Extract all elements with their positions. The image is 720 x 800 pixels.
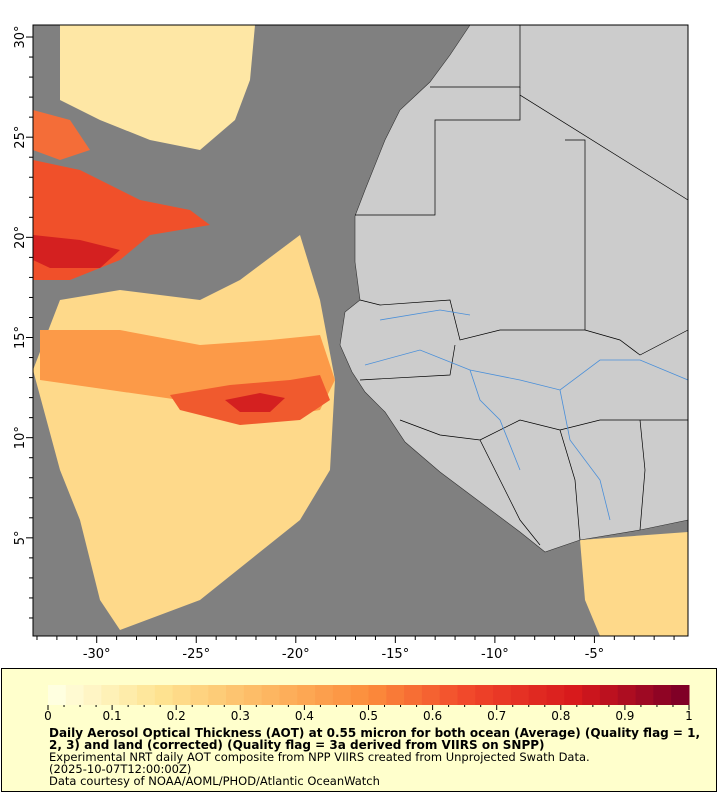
x-tick-label: -5° <box>585 647 604 662</box>
colorbar-segment <box>83 685 102 705</box>
x-tick-label: -30° <box>83 647 111 662</box>
colorbar-tick-label: 0 <box>44 709 52 723</box>
y-tick-label: 5° <box>13 530 28 545</box>
aot-swath-north <box>60 25 255 150</box>
colorbar-segment <box>528 685 548 705</box>
colorbar-segment <box>172 685 191 705</box>
colorbar-segment <box>582 685 601 705</box>
y-tick-label: 20° <box>13 226 28 249</box>
y-tick-label: 25° <box>13 126 28 149</box>
legend-title-line2: 2, 3) and land (corrected) (Quality flag… <box>49 738 545 752</box>
colorbar-tick-label: 0.1 <box>103 709 122 723</box>
legend-time: (2025-10-07T12:00:00Z) <box>49 762 192 776</box>
colorbar-segment <box>190 685 209 705</box>
map-frame <box>32 24 689 637</box>
colorbar-segment <box>261 685 280 705</box>
colorbar-segment <box>617 685 637 705</box>
colorbar-segment <box>137 685 156 705</box>
colorbar-tick-label: 0.9 <box>615 709 634 723</box>
colorbar-tick-label: 0.8 <box>551 709 570 723</box>
colorbar-segment <box>421 685 441 705</box>
x-tick-label: -20° <box>282 647 310 662</box>
legend-panel: 0 0.1 0.2 0.3 0.4 0.5 0.6 0.7 0.8 0.9 1 Daily Aero… <box>1 668 717 792</box>
colorbar-segment <box>332 685 352 705</box>
colorbar-tick-label: 0.2 <box>167 709 186 723</box>
legend-credit: Data courtesy of NOAA/AOML/PHOD/Atlantic… <box>49 774 380 788</box>
x-tick-label: -25° <box>182 647 210 662</box>
colorbar-segment <box>457 685 476 705</box>
aerosol-layer <box>33 25 688 636</box>
colorbar-segment <box>119 685 138 705</box>
colorbar-segment <box>564 685 583 705</box>
colorbar-tick-label: 0.6 <box>423 709 442 723</box>
country-borders <box>355 25 689 546</box>
colorbar-segment <box>65 685 85 705</box>
colorbar-segment <box>546 685 565 705</box>
colorbar-segment <box>48 685 67 705</box>
colorbar-segment <box>635 685 654 705</box>
colorbar-segment <box>154 685 174 705</box>
colorbar-segment <box>475 685 494 705</box>
aot-plume-core <box>33 235 120 268</box>
colorbar-segment <box>439 685 459 705</box>
colorbar-segment <box>386 685 405 705</box>
colorbar-segment <box>671 685 690 705</box>
y-axis: 5° 10° 15° 20° 25° 30° <box>13 25 33 619</box>
colorbar-segment <box>368 685 387 705</box>
y-tick-label: 15° <box>13 326 28 349</box>
colorbar-tick-label: 1 <box>685 709 693 723</box>
y-tick-label: 30° <box>13 25 28 48</box>
aot-core-dark <box>225 393 285 412</box>
colorbar-segment <box>297 685 316 705</box>
legend-title-line1: Daily Aerosol Optical Thickness (AOT) at… <box>49 726 701 740</box>
colorbar-segment <box>653 685 672 705</box>
aot-map: -30° -25° -20° -15° -10° -5° 5° 10° 15° 20° 25° 30… <box>13 24 689 662</box>
colorbar-segment <box>404 685 423 705</box>
rivers <box>364 309 689 521</box>
colorbar-segment <box>243 685 263 705</box>
colorbar-segment <box>599 685 619 705</box>
colorbar-segment <box>493 685 512 705</box>
aot-gulf-guinea <box>580 532 688 636</box>
x-axis: -30° -25° -20° -15° -10° -5° <box>36 636 675 662</box>
legend-subtitle: Experimental NRT daily AOT composite fro… <box>49 750 590 764</box>
y-tick-label: 10° <box>13 426 28 449</box>
colorbar: 0 0.1 0.2 0.3 0.4 0.5 0.6 0.7 0.8 0.9 1 <box>44 685 693 723</box>
colorbar-segment <box>208 685 227 705</box>
colorbar-segment <box>510 685 530 705</box>
colorbar-segment <box>350 685 369 705</box>
colorbar-tick-label: 0.4 <box>295 709 314 723</box>
aot-plume-upper <box>33 110 90 160</box>
colorbar-segment <box>101 685 120 705</box>
x-tick-label: -15° <box>381 647 409 662</box>
colorbar-segment <box>279 685 298 705</box>
x-tick-label: -10° <box>481 647 509 662</box>
colorbar-tick-label: 0.3 <box>231 709 250 723</box>
colorbar-tick-label: 0.5 <box>359 709 378 723</box>
colorbar-segment <box>226 685 245 705</box>
colorbar-segment <box>315 685 334 705</box>
colorbar-tick-label: 0.7 <box>487 709 506 723</box>
